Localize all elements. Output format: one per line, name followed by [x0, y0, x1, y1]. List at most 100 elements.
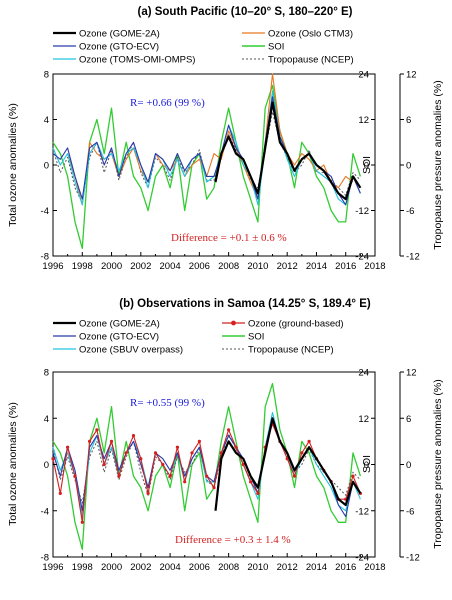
series-line-gome2a — [214, 101, 362, 201]
data-point-ground — [256, 491, 260, 495]
data-point-ground — [300, 451, 304, 455]
data-point-ground — [95, 428, 99, 432]
data-point-ground — [292, 474, 297, 478]
x-tick-label: 2006 — [189, 261, 210, 272]
x-tick-label: 1996 — [42, 261, 63, 272]
data-point-ground — [66, 445, 70, 449]
legend-item-sbuv: Ozone (SBUV overpass) — [53, 345, 183, 356]
series-line-soi — [52, 382, 362, 550]
y-axis-label-soi-a: SOI — [361, 156, 373, 174]
soi-tick-label: -24 — [355, 252, 369, 263]
data-point-ground — [88, 439, 92, 443]
legend-item-trop: Tropopause (NCEP) — [222, 345, 334, 356]
legend-item-gtoecv: Ozone (GTO-ECV) — [53, 332, 159, 343]
legend-label: Ozone (GTO-ECV) — [79, 332, 159, 343]
data-point-ground — [307, 439, 311, 443]
soi-tick-label: 0 — [364, 161, 369, 172]
correlation-annotation-a: R= +0.66 (99 %) — [130, 97, 205, 109]
soi-tick-label: -12 — [355, 206, 369, 217]
data-point-ground — [80, 520, 84, 524]
x-tick-label: 2002 — [130, 562, 151, 573]
left-tick-label: 4 — [44, 414, 49, 425]
soi-tick-label: 24 — [358, 70, 369, 81]
trop-tick-label: 6 — [406, 414, 411, 425]
plot-area-b — [52, 371, 376, 558]
y-axis-label-left-b: Total ozone anomalies (%) — [7, 402, 19, 526]
legend-item-gome2a: Ozone (GOME-2A) — [53, 29, 160, 40]
data-point-ground — [51, 457, 55, 461]
trop-tick-label: 0 — [406, 161, 411, 172]
left-tick-label: -8 — [41, 252, 49, 263]
soi-ticks-a: -24 -12 0 12 24 — [355, 70, 375, 263]
x-tick-label: 1998 — [72, 562, 93, 573]
legend-item-toms: Ozone (TOMS-OMI-OMPS) — [53, 55, 195, 66]
x-ticks-b: 1996 1998 2000 2002 2004 2006 2008 2010 2012 2014… — [42, 553, 386, 573]
data-point-ground — [139, 457, 143, 461]
trop-ticks-a: -12 -6 0 6 12 — [400, 70, 420, 263]
legend-marker — [231, 320, 236, 326]
left-ticks-b: -8 -4 0 4 8 — [41, 368, 57, 564]
y-axis-label-trop-a: Tropopause pressure anomalies (%) — [432, 80, 444, 249]
x-tick-label: 2014 — [306, 562, 327, 573]
data-point-ground — [73, 474, 77, 478]
legend-label: Ozone (GTO-ECV) — [79, 42, 159, 53]
x-tick-label: 2016 — [335, 261, 356, 272]
data-point-ground — [205, 474, 209, 478]
series-line-gome2a — [214, 417, 362, 511]
panel-b-title: (b) Observations in Samoa (14.25° S, 189… — [119, 298, 371, 310]
data-point-ground — [102, 462, 106, 467]
data-point-ground — [153, 451, 158, 455]
x-tick-label: 2000 — [101, 562, 122, 573]
correlation-annotation-b: R= +0.55 (99 %) — [130, 397, 205, 409]
legend-label: Tropopause (NCEP) — [248, 345, 334, 356]
data-point-ground — [197, 439, 201, 443]
legend-label: SOI — [248, 332, 264, 343]
legend-label: Ozone (GOME-2A) — [79, 319, 160, 330]
left-tick-label: 0 — [44, 460, 49, 471]
soi-tick-label: -12 — [355, 506, 369, 517]
trop-tick-label: -12 — [406, 252, 420, 263]
data-point-ground — [190, 451, 194, 455]
left-tick-label: -4 — [41, 506, 49, 517]
y-axis-label-soi-b: SOI — [361, 455, 373, 473]
trop-tick-label: -6 — [406, 506, 414, 517]
x-tick-label: 2004 — [160, 261, 181, 272]
plot-area-a — [52, 73, 376, 257]
left-tick-label: 0 — [44, 161, 49, 172]
trop-tick-label: -12 — [406, 553, 420, 564]
x-tick-label: 2000 — [101, 261, 122, 272]
data-point-ground — [234, 445, 238, 449]
data-point-ground — [131, 434, 136, 438]
data-point-ground — [175, 445, 179, 449]
soi-tick-label: -24 — [355, 553, 369, 564]
soi-tick-label: 0 — [364, 460, 369, 471]
legend-item-gome2a: Ozone (GOME-2A) — [53, 319, 160, 330]
trop-tick-label: 0 — [406, 460, 411, 471]
x-tick-label: 2006 — [189, 562, 210, 573]
x-tick-label: 2018 — [364, 562, 385, 573]
data-point-ground — [58, 491, 62, 495]
soi-tick-label: 24 — [358, 368, 369, 379]
panel-a-legend: Ozone (GOME-2A) Ozone (Oslo CTM3) Ozone … — [53, 29, 354, 66]
data-point-ground — [249, 480, 253, 484]
legend-item-soi: SOI — [242, 42, 284, 53]
panel-b: (b) Observations in Samoa (14.25° S, 189… — [7, 298, 444, 573]
panel-b-legend: Ozone (GOME-2A) Ozone (ground-based) Ozo… — [53, 319, 344, 356]
soi-tick-label: 12 — [358, 115, 369, 126]
data-point-ground — [161, 462, 165, 467]
data-point-ground — [351, 474, 355, 478]
data-point-ground — [219, 451, 223, 455]
data-point-ground — [168, 474, 172, 478]
x-tick-label: 2014 — [306, 261, 327, 272]
series-line-gtoecv — [52, 96, 361, 206]
x-tick-label: 1996 — [42, 562, 63, 573]
data-point-ground — [212, 486, 216, 490]
series-group-a — [52, 73, 362, 250]
trop-ticks-b: -12 -6 0 6 12 — [400, 368, 420, 564]
left-tick-label: 8 — [44, 70, 49, 81]
trop-tick-label: 12 — [406, 70, 417, 81]
x-tick-label: 2008 — [218, 562, 239, 573]
trop-tick-label: -6 — [406, 206, 414, 217]
legend-item-trop: Tropopause (NCEP) — [242, 55, 354, 66]
